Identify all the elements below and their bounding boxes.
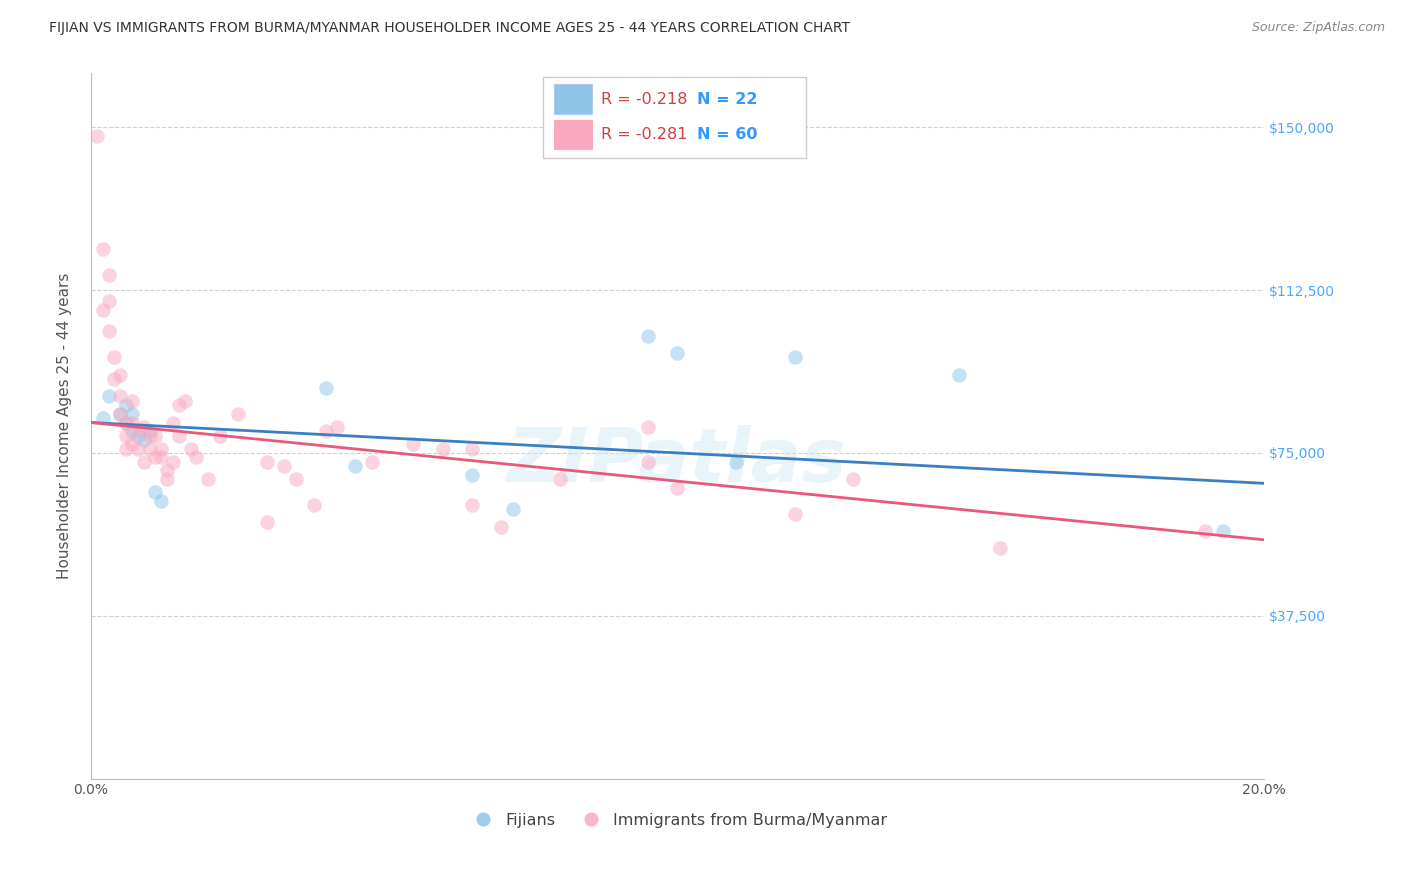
Point: [1212, 524, 1234, 538]
Point: [361, 454, 384, 468]
Point: [150, 442, 173, 456]
Point: [273, 458, 295, 473]
Text: N = 22: N = 22: [697, 92, 758, 106]
Point: [725, 454, 748, 468]
Point: [145, 485, 167, 500]
Point: [842, 472, 865, 486]
Point: [121, 393, 143, 408]
Point: [461, 467, 484, 482]
Point: [110, 407, 132, 421]
Point: [127, 428, 149, 442]
Point: [121, 407, 143, 421]
Point: [115, 442, 138, 456]
Point: [121, 416, 143, 430]
Point: [115, 428, 138, 442]
Point: [91, 242, 114, 256]
Point: [150, 493, 173, 508]
Point: [167, 428, 190, 442]
Point: [491, 520, 513, 534]
Point: [132, 420, 155, 434]
Text: FIJIAN VS IMMIGRANTS FROM BURMA/MYANMAR HOUSEHOLDER INCOME AGES 25 - 44 YEARS CO: FIJIAN VS IMMIGRANTS FROM BURMA/MYANMAR …: [49, 21, 851, 35]
Point: [145, 450, 167, 465]
Point: [256, 516, 278, 530]
Point: [1194, 524, 1216, 538]
Point: [162, 416, 184, 430]
Point: [637, 328, 659, 343]
Point: [115, 398, 138, 412]
FancyBboxPatch shape: [554, 120, 592, 149]
Point: [127, 424, 149, 438]
Point: [461, 498, 484, 512]
Point: [150, 450, 173, 465]
Y-axis label: Householder Income Ages 25 - 44 years: Householder Income Ages 25 - 44 years: [58, 273, 72, 579]
Point: [666, 481, 689, 495]
Point: [315, 381, 337, 395]
Legend: Fijians, Immigrants from Burma/Myanmar: Fijians, Immigrants from Burma/Myanmar: [461, 806, 894, 834]
Point: [121, 424, 143, 438]
Text: Source: ZipAtlas.com: Source: ZipAtlas.com: [1251, 21, 1385, 34]
Point: [173, 393, 195, 408]
Point: [138, 424, 160, 438]
Point: [988, 541, 1011, 556]
Point: [208, 428, 231, 442]
Point: [97, 293, 120, 308]
Point: [110, 368, 132, 382]
Text: N = 60: N = 60: [697, 127, 758, 142]
Point: [97, 324, 120, 338]
Point: [103, 351, 125, 365]
Point: [103, 372, 125, 386]
Point: [186, 450, 208, 465]
Point: [156, 463, 179, 477]
Point: [145, 428, 167, 442]
Point: [502, 502, 524, 516]
Point: [132, 433, 155, 447]
Point: [226, 407, 249, 421]
Point: [548, 472, 571, 486]
Point: [97, 389, 120, 403]
Point: [326, 420, 349, 434]
Point: [783, 351, 806, 365]
Point: [110, 407, 132, 421]
Text: R = -0.218: R = -0.218: [602, 92, 688, 106]
Point: [91, 411, 114, 425]
Point: [156, 472, 179, 486]
FancyBboxPatch shape: [543, 77, 807, 158]
Point: [121, 437, 143, 451]
Point: [197, 472, 219, 486]
Point: [97, 268, 120, 282]
Point: [115, 416, 138, 430]
Point: [948, 368, 970, 382]
Point: [402, 437, 425, 451]
Point: [783, 507, 806, 521]
Point: [315, 424, 337, 438]
Point: [86, 128, 108, 143]
Point: [637, 454, 659, 468]
Point: [343, 458, 366, 473]
Text: R = -0.281: R = -0.281: [602, 127, 688, 142]
Point: [110, 389, 132, 403]
Point: [91, 302, 114, 317]
Point: [127, 442, 149, 456]
Text: ZIPatlas: ZIPatlas: [508, 425, 848, 498]
Point: [138, 442, 160, 456]
Point: [637, 420, 659, 434]
Point: [285, 472, 308, 486]
Point: [138, 428, 160, 442]
Point: [302, 498, 325, 512]
Point: [167, 398, 190, 412]
Point: [432, 442, 454, 456]
Point: [132, 454, 155, 468]
Point: [115, 416, 138, 430]
Point: [256, 454, 278, 468]
Point: [461, 442, 484, 456]
Point: [180, 442, 202, 456]
Point: [666, 346, 689, 360]
Point: [162, 454, 184, 468]
FancyBboxPatch shape: [554, 84, 592, 114]
